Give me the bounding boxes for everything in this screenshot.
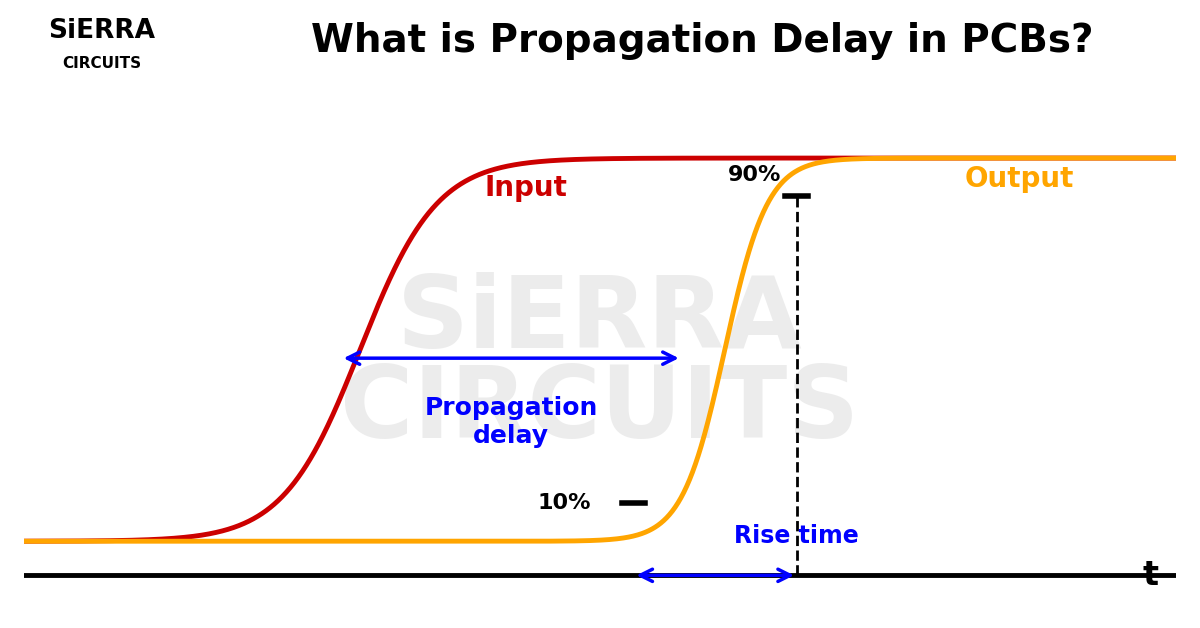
Text: Propagation
delay: Propagation delay xyxy=(425,396,598,448)
Text: Output: Output xyxy=(965,165,1074,193)
Text: t: t xyxy=(1142,559,1158,592)
Text: Input: Input xyxy=(485,174,568,202)
Text: SiERRA
CIRCUITS: SiERRA CIRCUITS xyxy=(341,273,859,458)
Text: 10%: 10% xyxy=(538,493,592,513)
Text: CIRCUITS: CIRCUITS xyxy=(62,56,142,71)
Text: SiERRA: SiERRA xyxy=(48,18,156,44)
Text: 90%: 90% xyxy=(727,165,781,185)
Text: Rise time: Rise time xyxy=(734,524,859,548)
Text: What is Propagation Delay in PCBs?: What is Propagation Delay in PCBs? xyxy=(311,22,1093,60)
